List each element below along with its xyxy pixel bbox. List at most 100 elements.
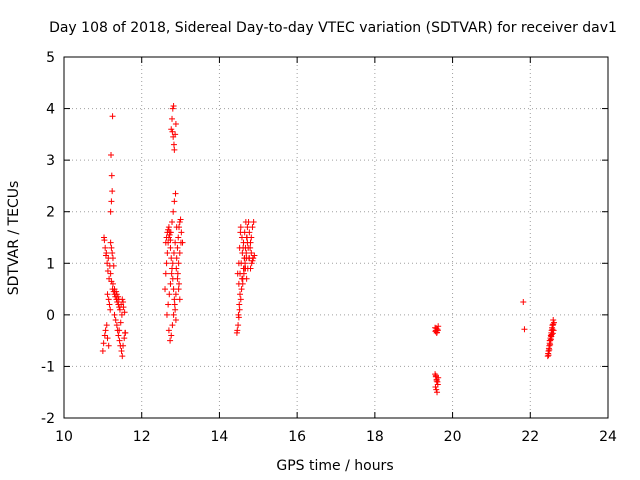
data-point — [175, 234, 182, 241]
data-point — [250, 219, 257, 226]
x-tick-label: 16 — [288, 429, 306, 445]
data-point — [550, 327, 557, 334]
y-axis-label: SDTVAR / TECUs — [6, 181, 22, 296]
data-point — [168, 332, 175, 339]
data-point — [109, 113, 116, 120]
data-point — [170, 102, 177, 109]
data-point — [520, 298, 527, 305]
data-point — [107, 239, 114, 246]
data-point — [247, 244, 254, 251]
data-point — [170, 141, 177, 148]
data-point — [100, 340, 107, 347]
data-point — [167, 337, 174, 344]
data-point — [115, 293, 122, 300]
data-point — [163, 260, 170, 267]
data-point — [242, 219, 249, 226]
data-point — [248, 260, 255, 267]
data-point — [237, 229, 244, 236]
data-point — [244, 239, 251, 246]
data-point — [118, 347, 125, 354]
data-point — [102, 327, 109, 334]
data-point — [176, 280, 183, 287]
data-point — [237, 224, 244, 231]
data-point — [106, 301, 113, 308]
data-point — [549, 330, 556, 337]
data-point — [175, 260, 182, 267]
x-tick-label: 20 — [444, 429, 462, 445]
data-point — [238, 234, 245, 241]
data-point — [548, 333, 555, 340]
data-point — [167, 280, 174, 287]
data-point — [172, 131, 179, 138]
data-point — [170, 311, 177, 318]
data-point — [234, 327, 241, 334]
data-point — [108, 244, 115, 251]
data-point — [237, 296, 244, 303]
y-axis: -2 -1 0 1 2 3 4 5 — [41, 50, 608, 427]
data-point — [169, 128, 176, 135]
data-point — [113, 322, 120, 329]
data-point — [101, 237, 108, 244]
data-point — [238, 275, 245, 282]
data-point — [111, 311, 118, 318]
x-tick-label: 12 — [133, 429, 151, 445]
data-point — [167, 237, 174, 244]
data-point — [550, 321, 557, 328]
data-point — [107, 208, 114, 215]
data-point — [171, 296, 178, 303]
data-point — [170, 286, 177, 293]
data-point — [170, 249, 177, 256]
data-point — [171, 198, 178, 205]
x-axis-label: GPS time / hours — [276, 458, 393, 474]
y-tick-label: -2 — [41, 411, 55, 427]
y-tick-label: -1 — [41, 359, 55, 375]
data-point — [235, 322, 242, 329]
data-point — [545, 352, 552, 359]
data-point — [433, 377, 440, 384]
data-point — [173, 265, 180, 272]
y-tick-label: 3 — [46, 153, 55, 169]
x-tick-label: 22 — [521, 429, 539, 445]
data-point — [176, 249, 183, 256]
data-point — [165, 301, 172, 308]
data-point — [170, 208, 177, 215]
data-point — [166, 231, 173, 238]
data-point — [173, 255, 180, 262]
x-tick-label: 10 — [55, 429, 73, 445]
data-point — [121, 335, 128, 342]
data-point — [434, 389, 441, 396]
data-point — [168, 255, 175, 262]
data-point — [104, 268, 111, 275]
data-point — [105, 342, 112, 349]
data-point — [244, 224, 251, 231]
data-point — [434, 327, 441, 334]
data-point — [178, 229, 185, 236]
data-point — [177, 216, 184, 223]
data-point — [164, 249, 171, 256]
data-point — [103, 249, 110, 256]
y-tick-label: 1 — [46, 256, 55, 272]
data-point — [102, 244, 109, 251]
data-point — [177, 239, 184, 246]
data-point — [109, 280, 116, 287]
data-point — [249, 224, 256, 231]
data-point — [166, 291, 173, 298]
data-point — [242, 260, 249, 267]
data-point — [162, 286, 169, 293]
data-point — [109, 249, 116, 256]
data-point — [434, 381, 441, 388]
data-point — [169, 322, 176, 329]
plot-frame — [63, 56, 609, 419]
y-tick-label: 4 — [46, 102, 55, 118]
chart-title: Day 108 of 2018, Sidereal Day-to-day VTE… — [49, 20, 617, 36]
data-point — [239, 280, 246, 287]
y-tick-label: 0 — [46, 308, 55, 324]
data-point — [120, 304, 127, 311]
data-point — [109, 188, 116, 195]
data-point — [169, 105, 176, 112]
data-point — [174, 270, 181, 277]
x-tick-label: 18 — [366, 429, 384, 445]
data-point — [165, 226, 172, 233]
data-point — [172, 317, 179, 324]
